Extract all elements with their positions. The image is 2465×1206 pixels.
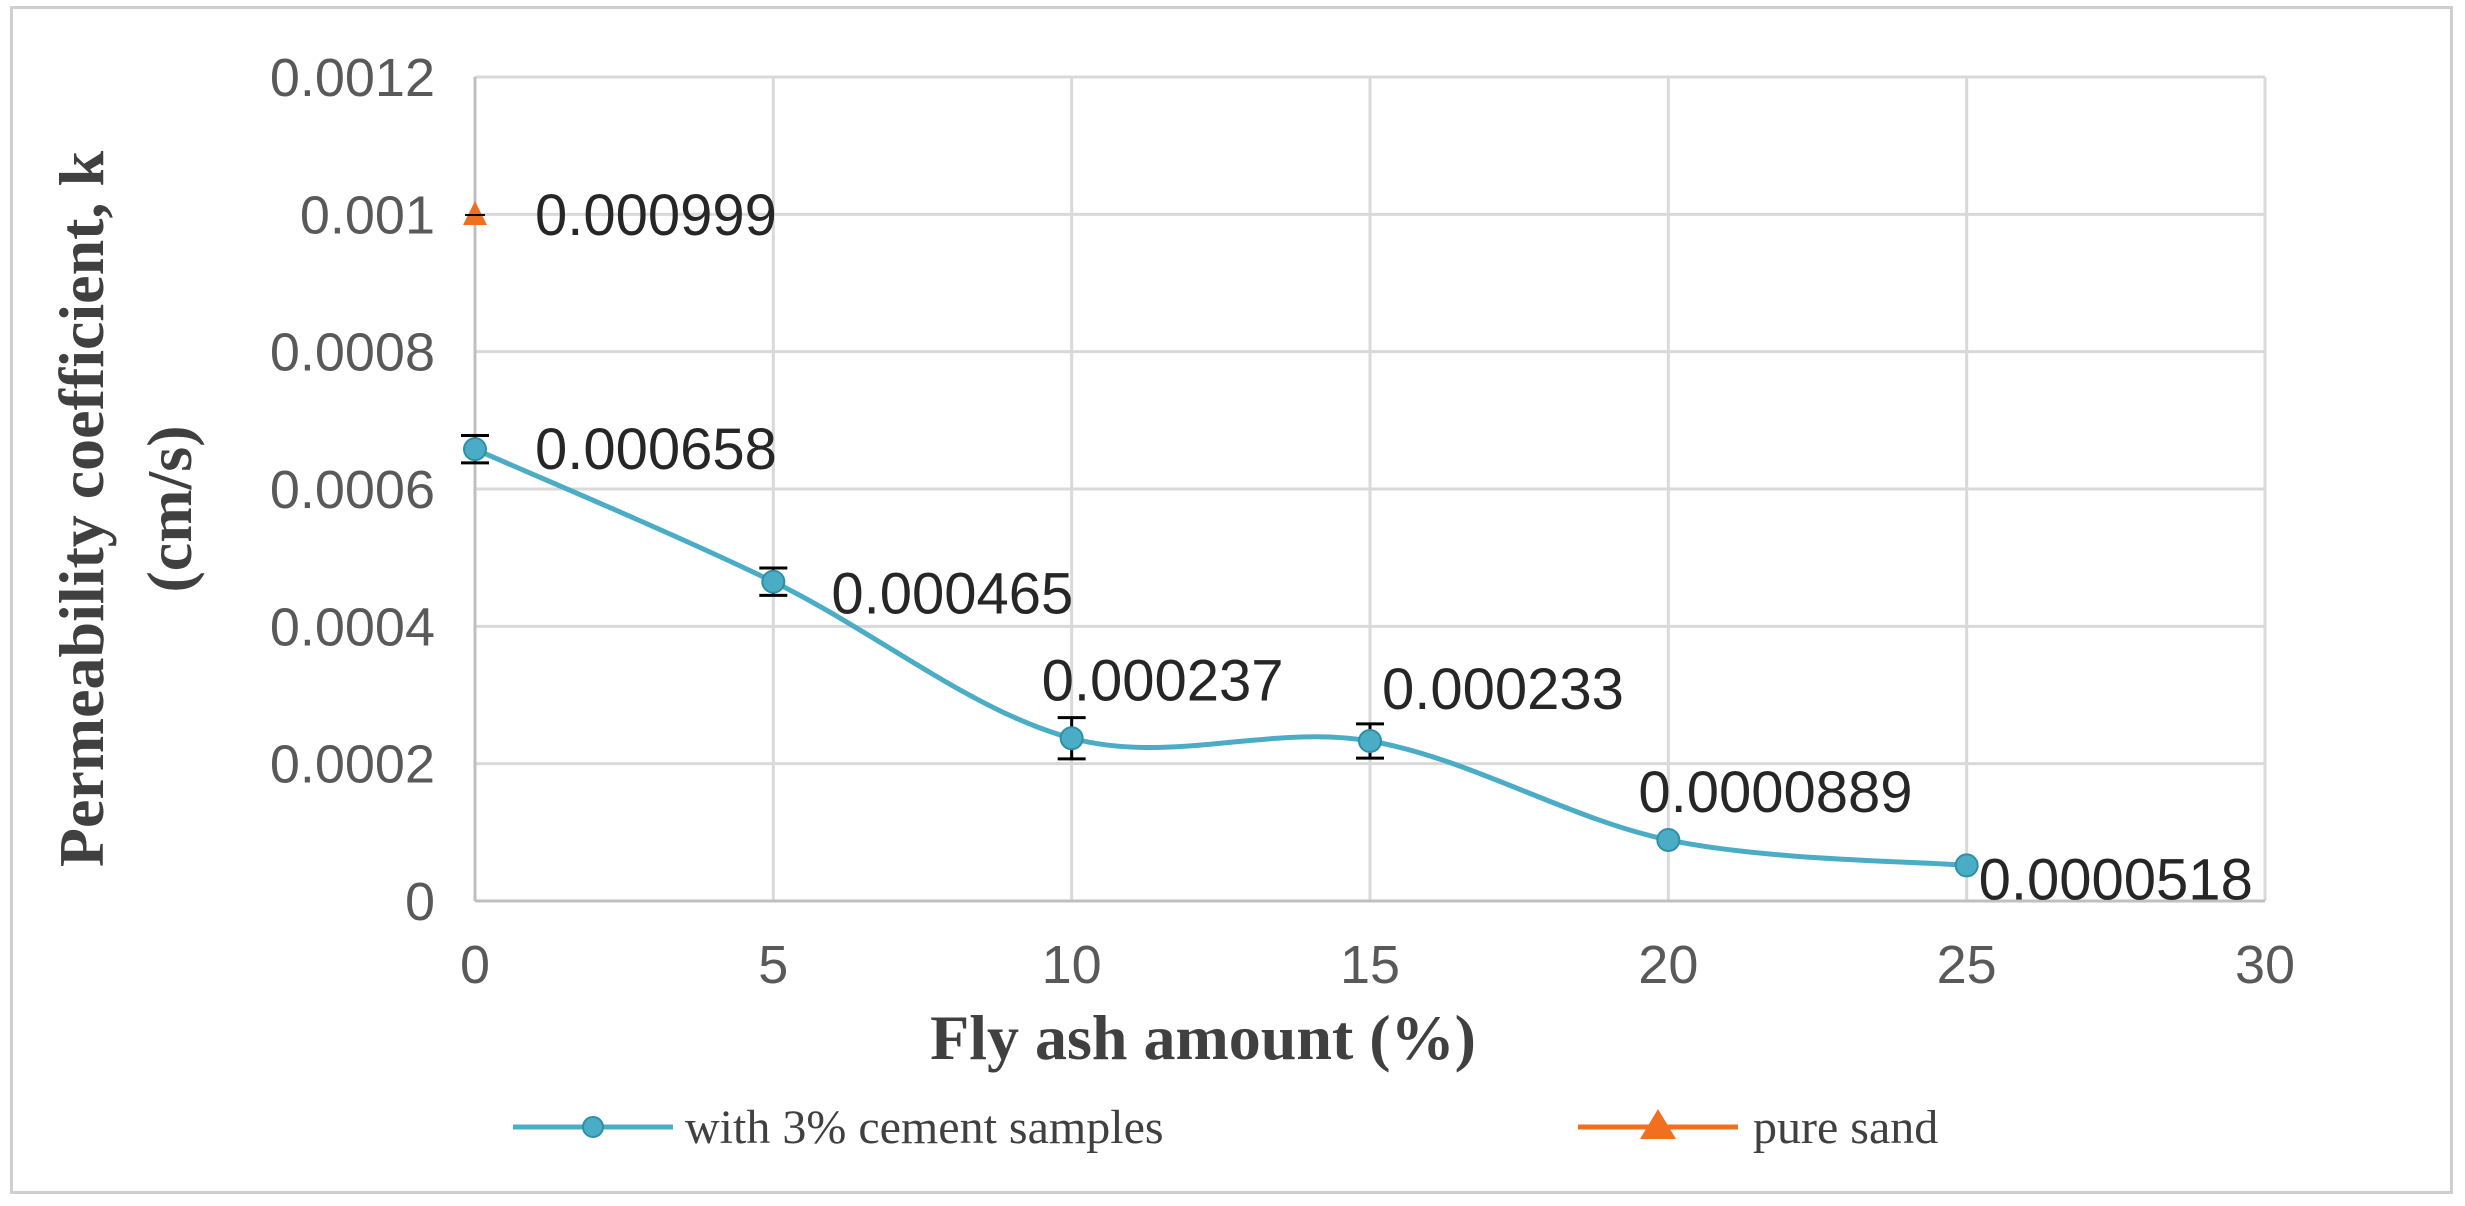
y-tick-label: 0.0006 xyxy=(270,460,435,520)
x-tick-label: 15 xyxy=(1340,935,1400,995)
y-axis-ticks: 0 0.0002 0.0004 0.0006 0.0008 0.001 0.0012 xyxy=(270,48,435,932)
data-labels: 0.000658 0.000465 0.000237 0.0002330.000088… xyxy=(535,183,2253,912)
line-chart: 0 0.0002 0.0004 0.0006 0.0008 0.001 0.0012 0 5 1… xyxy=(46,48,2295,1154)
x-tick-label: 20 xyxy=(1638,935,1698,995)
legend-label-cement: with 3% cement samples xyxy=(685,1101,1164,1154)
x-axis-ticks: 0 5 10 15 20 25 30 xyxy=(460,935,2295,995)
data-label: 0.000237 xyxy=(1042,648,1284,713)
chart-frame: 0 0.0002 0.0004 0.0006 0.0008 0.001 0.0012 0 5 1… xyxy=(10,6,2453,1194)
data-label: 0.0000889 xyxy=(1638,760,1912,825)
y-tick-label: 0.001 xyxy=(300,185,435,245)
x-tick-label: 25 xyxy=(1937,935,1997,995)
y-axis-title-line-1: Permeability coefficient, k xyxy=(46,151,117,868)
data-point xyxy=(1059,726,1084,751)
y-tick-label: 0.0004 xyxy=(270,597,435,657)
legend-marker-pure-sand xyxy=(1640,1109,1676,1139)
legend-item-cement: with 3% cement samples xyxy=(513,1101,1164,1154)
data-label: 0.0000518 xyxy=(1979,847,2253,912)
x-tick-label: 5 xyxy=(758,935,788,995)
y-tick-label: 0 xyxy=(405,872,435,932)
legend-label-pure-sand: pure sand xyxy=(1753,1101,1938,1154)
series-pure-sand xyxy=(463,201,487,226)
x-tick-label: 0 xyxy=(460,935,490,995)
data-label: 0.000465 xyxy=(831,562,1073,627)
series-layer xyxy=(461,201,1979,878)
y-tick-label: 0.0008 xyxy=(270,323,435,383)
legend: with 3% cement samples pure sand xyxy=(513,1101,1938,1154)
legend-item-pure-sand: pure sand xyxy=(1578,1101,1938,1154)
legend-marker-cement xyxy=(582,1116,604,1138)
data-point xyxy=(1656,827,1681,852)
data-label: 0.000999 xyxy=(535,183,777,248)
y-axis-title-line-2: (cm/s) xyxy=(134,425,205,592)
data-point xyxy=(463,201,487,226)
x-tick-label: 30 xyxy=(2235,935,2295,995)
y-tick-label: 0.0012 xyxy=(270,48,435,108)
data-point xyxy=(1358,729,1382,754)
y-axis-title: Permeability coefficient, k (cm/s) xyxy=(46,151,205,868)
y-tick-label: 0.0002 xyxy=(270,735,435,795)
x-tick-label: 10 xyxy=(1042,935,1102,995)
x-axis-title: Fly ash amount (%) xyxy=(930,1002,1476,1073)
data-point xyxy=(1954,853,1979,878)
data-point xyxy=(761,569,786,594)
data-point xyxy=(463,437,487,462)
series-line xyxy=(473,446,1967,868)
data-label: 0.000658 xyxy=(535,417,777,482)
gridlines xyxy=(473,75,2267,903)
series-cement xyxy=(461,433,1979,878)
data-label: 0.000233 xyxy=(1382,657,1624,722)
